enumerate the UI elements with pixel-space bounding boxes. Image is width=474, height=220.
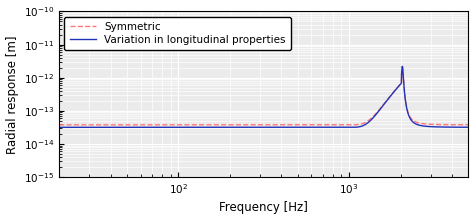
Variation in longitudinal properties bbox=[362, 124, 367, 126]
Symmetric bbox=[56, 124, 62, 126]
Symmetric bbox=[322, 124, 328, 126]
Symmetric bbox=[393, 88, 399, 91]
Symmetric bbox=[302, 124, 308, 126]
Variation in longitudinal properties bbox=[322, 126, 328, 129]
Line: Symmetric: Symmetric bbox=[59, 66, 468, 125]
X-axis label: Frequency [Hz]: Frequency [Hz] bbox=[219, 202, 308, 214]
Variation in longitudinal properties bbox=[131, 126, 137, 129]
Variation in longitudinal properties bbox=[213, 126, 219, 129]
Symmetric bbox=[131, 124, 137, 126]
Symmetric bbox=[213, 124, 219, 126]
Variation in longitudinal properties bbox=[56, 126, 62, 129]
Y-axis label: Radial response [m]: Radial response [m] bbox=[6, 35, 18, 154]
Symmetric bbox=[465, 123, 471, 126]
Variation in longitudinal properties bbox=[400, 65, 405, 68]
Variation in longitudinal properties bbox=[302, 126, 308, 129]
Line: Variation in longitudinal properties: Variation in longitudinal properties bbox=[59, 66, 468, 127]
Variation in longitudinal properties bbox=[465, 126, 471, 128]
Symmetric bbox=[400, 65, 405, 68]
Variation in longitudinal properties bbox=[393, 88, 399, 91]
Symmetric bbox=[362, 121, 367, 124]
Legend: Symmetric, Variation in longitudinal properties: Symmetric, Variation in longitudinal pro… bbox=[64, 17, 291, 50]
